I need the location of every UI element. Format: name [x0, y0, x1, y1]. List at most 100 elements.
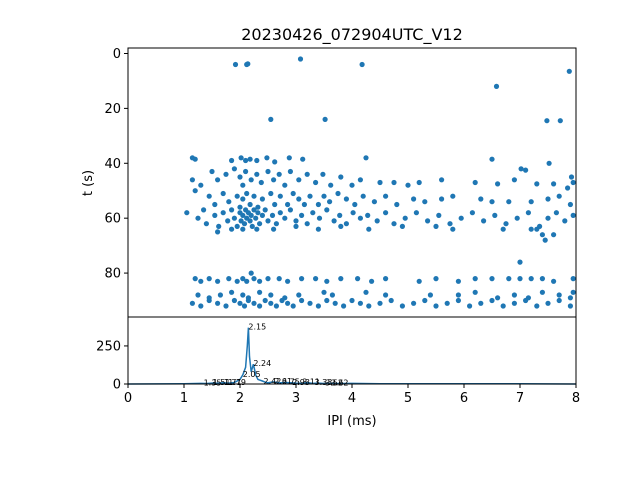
scatter-y-tick-label: 80: [104, 267, 121, 282]
scatter-point: [240, 226, 246, 232]
scatter-point: [321, 289, 327, 295]
scatter-point: [352, 201, 358, 208]
scatter-point: [248, 212, 254, 218]
scatter-point: [212, 212, 218, 218]
scatter-point: [394, 201, 400, 208]
scatter-point: [206, 276, 212, 282]
peak-label: 3.11: [302, 378, 320, 387]
scatter-point: [495, 295, 501, 301]
scatter-point: [307, 300, 313, 306]
scatter-point: [237, 204, 243, 210]
scatter-point: [231, 215, 237, 221]
histogram-y-tick-label: 250: [96, 339, 121, 354]
scatter-point: [243, 157, 249, 164]
scatter-point: [251, 207, 257, 213]
scatter-point: [248, 270, 254, 276]
scatter-point: [433, 303, 439, 309]
scatter-point: [293, 223, 299, 229]
scatter-point: [444, 300, 450, 306]
scatter-point: [249, 223, 255, 229]
scatter-point: [324, 297, 330, 304]
scatter-point: [257, 303, 263, 309]
histogram-x-tick-label: 3: [292, 391, 300, 406]
scatter-point: [264, 155, 270, 161]
scatter-point: [523, 297, 529, 304]
scatter-point: [402, 215, 408, 221]
scatter-point: [189, 177, 195, 183]
scatter-point: [503, 221, 509, 227]
scatter-point: [567, 201, 574, 208]
scatter-point: [405, 182, 411, 188]
scatter-point: [241, 221, 248, 227]
scatter-point: [225, 218, 231, 224]
scatter-point: [324, 278, 330, 284]
scatter-point: [223, 303, 229, 309]
scatter-point: [506, 276, 512, 282]
scatter-point: [500, 226, 506, 232]
scatter-point: [257, 221, 263, 227]
scatter-point: [240, 196, 246, 202]
scatter-point: [282, 215, 288, 221]
scatter-point: [262, 207, 268, 213]
scatter-point: [383, 210, 389, 216]
scatter-point: [551, 278, 557, 284]
scatter-plot-area: [184, 56, 576, 309]
scatter-point: [296, 177, 302, 183]
scatter-point: [399, 223, 405, 229]
scatter-point: [517, 276, 523, 282]
scatter-point: [528, 199, 534, 205]
scatter-point: [492, 212, 498, 218]
scatter-point: [328, 182, 334, 188]
chart-title: 20230426_072904UTC_V12: [241, 25, 463, 45]
scatter-point: [525, 210, 532, 216]
scatter-point: [542, 237, 548, 243]
scatter-point: [341, 303, 347, 309]
scatter-point: [366, 303, 372, 309]
scatter-point: [528, 226, 534, 232]
scatter-point: [234, 223, 240, 229]
scatter-point: [262, 297, 268, 304]
scatter-point: [254, 157, 260, 164]
scatter-point: [374, 218, 380, 224]
histogram-y-tick-label: 0: [113, 378, 121, 393]
histogram-y-ticks: 0 250: [96, 339, 128, 393]
scatter-point: [299, 297, 305, 304]
scatter-point: [241, 303, 248, 309]
scatter-point: [427, 292, 433, 298]
scatter-point: [481, 218, 487, 224]
scatter-point: [329, 292, 335, 298]
peak-label: 2.61: [274, 377, 292, 386]
scatter-point: [332, 300, 338, 306]
scatter-point: [198, 278, 204, 284]
scatter-point: [201, 207, 207, 213]
scatter-point: [518, 166, 524, 172]
scatter-point: [285, 300, 291, 306]
scatter-y-tick-label: 60: [104, 212, 121, 227]
scatter-point: [189, 300, 195, 306]
scatter-point: [369, 278, 375, 284]
scatter-point: [545, 215, 551, 221]
scatter-point: [556, 292, 562, 298]
scatter-point: [247, 201, 253, 208]
scatter-point: [458, 215, 464, 221]
scatter-point: [229, 289, 235, 295]
scatter-point: [413, 210, 419, 216]
scatter-point: [307, 193, 313, 199]
scatter-point: [416, 179, 422, 186]
scatter-point: [511, 300, 517, 306]
histogram-x-tick-label: 2: [236, 391, 244, 406]
scatter-point: [570, 289, 576, 295]
scatter-point: [363, 155, 369, 161]
scatter-point: [511, 292, 517, 298]
scatter-point: [534, 226, 540, 232]
scatter-point: [215, 229, 221, 235]
scatter-point: [478, 196, 484, 202]
scatter-point: [232, 61, 239, 68]
scatter-point: [215, 278, 221, 284]
scatter-point: [296, 196, 302, 202]
scatter-point: [315, 201, 321, 208]
scatter-point: [472, 289, 478, 295]
scatter-point: [304, 221, 310, 227]
scatter-point: [450, 193, 456, 199]
histogram-x-tick-label: 0: [124, 391, 132, 406]
